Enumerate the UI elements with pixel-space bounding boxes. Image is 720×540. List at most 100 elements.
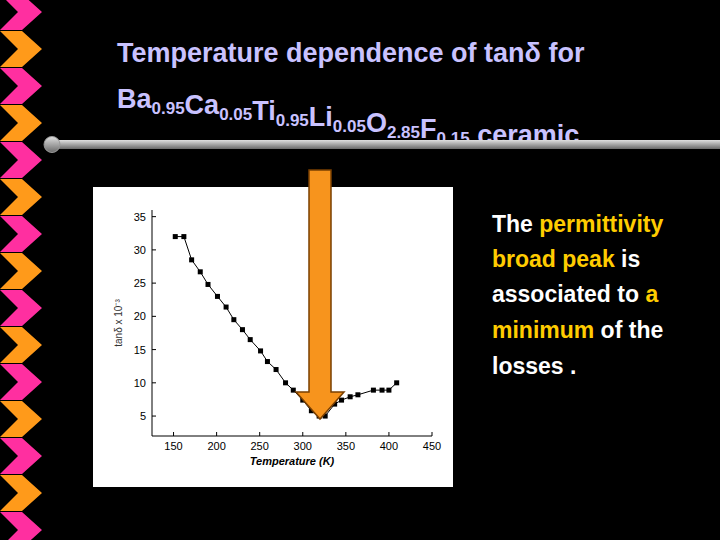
data-point [371,388,376,393]
title-part: Li [309,102,333,132]
x-tick [345,432,346,436]
title-part: 0.95 [152,99,185,118]
title-part: Temperature dependence of tanδ for [117,38,585,68]
title-part: Ca [185,90,220,120]
y-tick [152,316,156,317]
data-point [181,234,186,239]
divider-bar [48,140,720,149]
note-segment: of the [594,317,663,343]
plot-marks [173,234,399,418]
slide: Temperature dependence of tanδ forBa0.95… [0,0,720,540]
note-line: The permittivity [492,211,663,237]
y-tick-label: 10 [134,377,146,389]
x-tick-label: 300 [294,440,312,452]
y-tick-label: 15 [134,344,146,356]
data-point [283,380,288,385]
chevron [0,253,42,289]
x-tick-label: 200 [207,440,225,452]
chevron [0,364,42,400]
y-tick-label: 35 [134,211,146,223]
x-tick [302,432,303,436]
data-point [206,282,211,287]
divider-knob [44,137,60,153]
chevron [0,179,42,215]
y-tick [152,249,156,250]
x-axis-label: Temperature (K) [250,455,335,467]
x-axis [152,436,432,437]
y-tick [152,283,156,284]
x-tick [259,432,260,436]
note-line: broad peak is [492,246,640,272]
x-tick-label: 400 [380,440,398,452]
title-part: Ti [252,96,276,126]
chevron [0,216,42,252]
title-part: 0.05 [219,105,252,124]
left-decoration [0,0,42,540]
data-point [173,234,178,239]
note-segment: permittivity [539,211,663,237]
data-point [248,337,253,342]
y-tick-label: 30 [134,244,146,256]
chevron [0,327,42,363]
title-part: F [420,114,437,144]
title-part: O [366,108,387,138]
chevron [0,142,42,178]
note-line: minimum of the [492,317,663,343]
data-point [394,380,399,385]
note-segment: broad peak [492,246,615,272]
y-tick [152,416,156,417]
x-tick-label: 250 [251,440,269,452]
background [0,0,720,540]
data-point [339,398,344,403]
data-point [240,327,245,332]
chevron [0,31,42,67]
data-point [189,257,194,262]
data-line [175,237,396,416]
title-part: Ba [117,84,152,114]
note-segment: losses . [492,353,576,379]
note-segment: associated to [492,281,645,307]
data-point [258,348,263,353]
x-tick-label: 450 [423,440,441,452]
chevron [0,290,42,326]
note-line: associated to a [492,281,658,307]
y-tick-label: 20 [134,310,146,322]
title-part: 0.95 [276,111,309,130]
y-tick [152,216,156,217]
data-point [274,367,279,372]
note-segment: is [615,246,641,272]
note-segment: a [645,281,658,307]
data-point [224,305,229,310]
data-point [265,359,270,364]
chevron [0,105,42,141]
chevron [0,475,42,511]
y-tick [152,349,156,350]
chevron [0,68,42,104]
chevron [0,438,42,474]
title-part: 2.85 [387,123,420,142]
y-tick-label: 5 [140,410,146,422]
data-point [198,269,203,274]
title-part: 0.05 [333,117,366,136]
chevron [0,512,42,540]
y-axis [152,210,153,436]
x-tick [216,432,217,436]
y-tick-label: 25 [134,277,146,289]
note-segment: The [492,211,539,237]
note-line: losses . [492,353,576,379]
chevron [0,401,42,437]
x-tick [173,432,174,436]
data-point [231,317,236,322]
x-tick-label: 350 [337,440,355,452]
y-axis-label: tanδ x 10⁻³ [113,299,124,347]
y-tick [152,382,156,383]
chart-background [93,187,453,487]
data-point [215,294,220,299]
note-segment: minimum [492,317,594,343]
data-point [348,394,353,399]
data-point [380,388,385,393]
x-tick [432,432,433,436]
data-point [355,392,360,397]
title: Temperature dependence of tanδ for [117,38,585,68]
annotation-arrow [296,170,344,419]
